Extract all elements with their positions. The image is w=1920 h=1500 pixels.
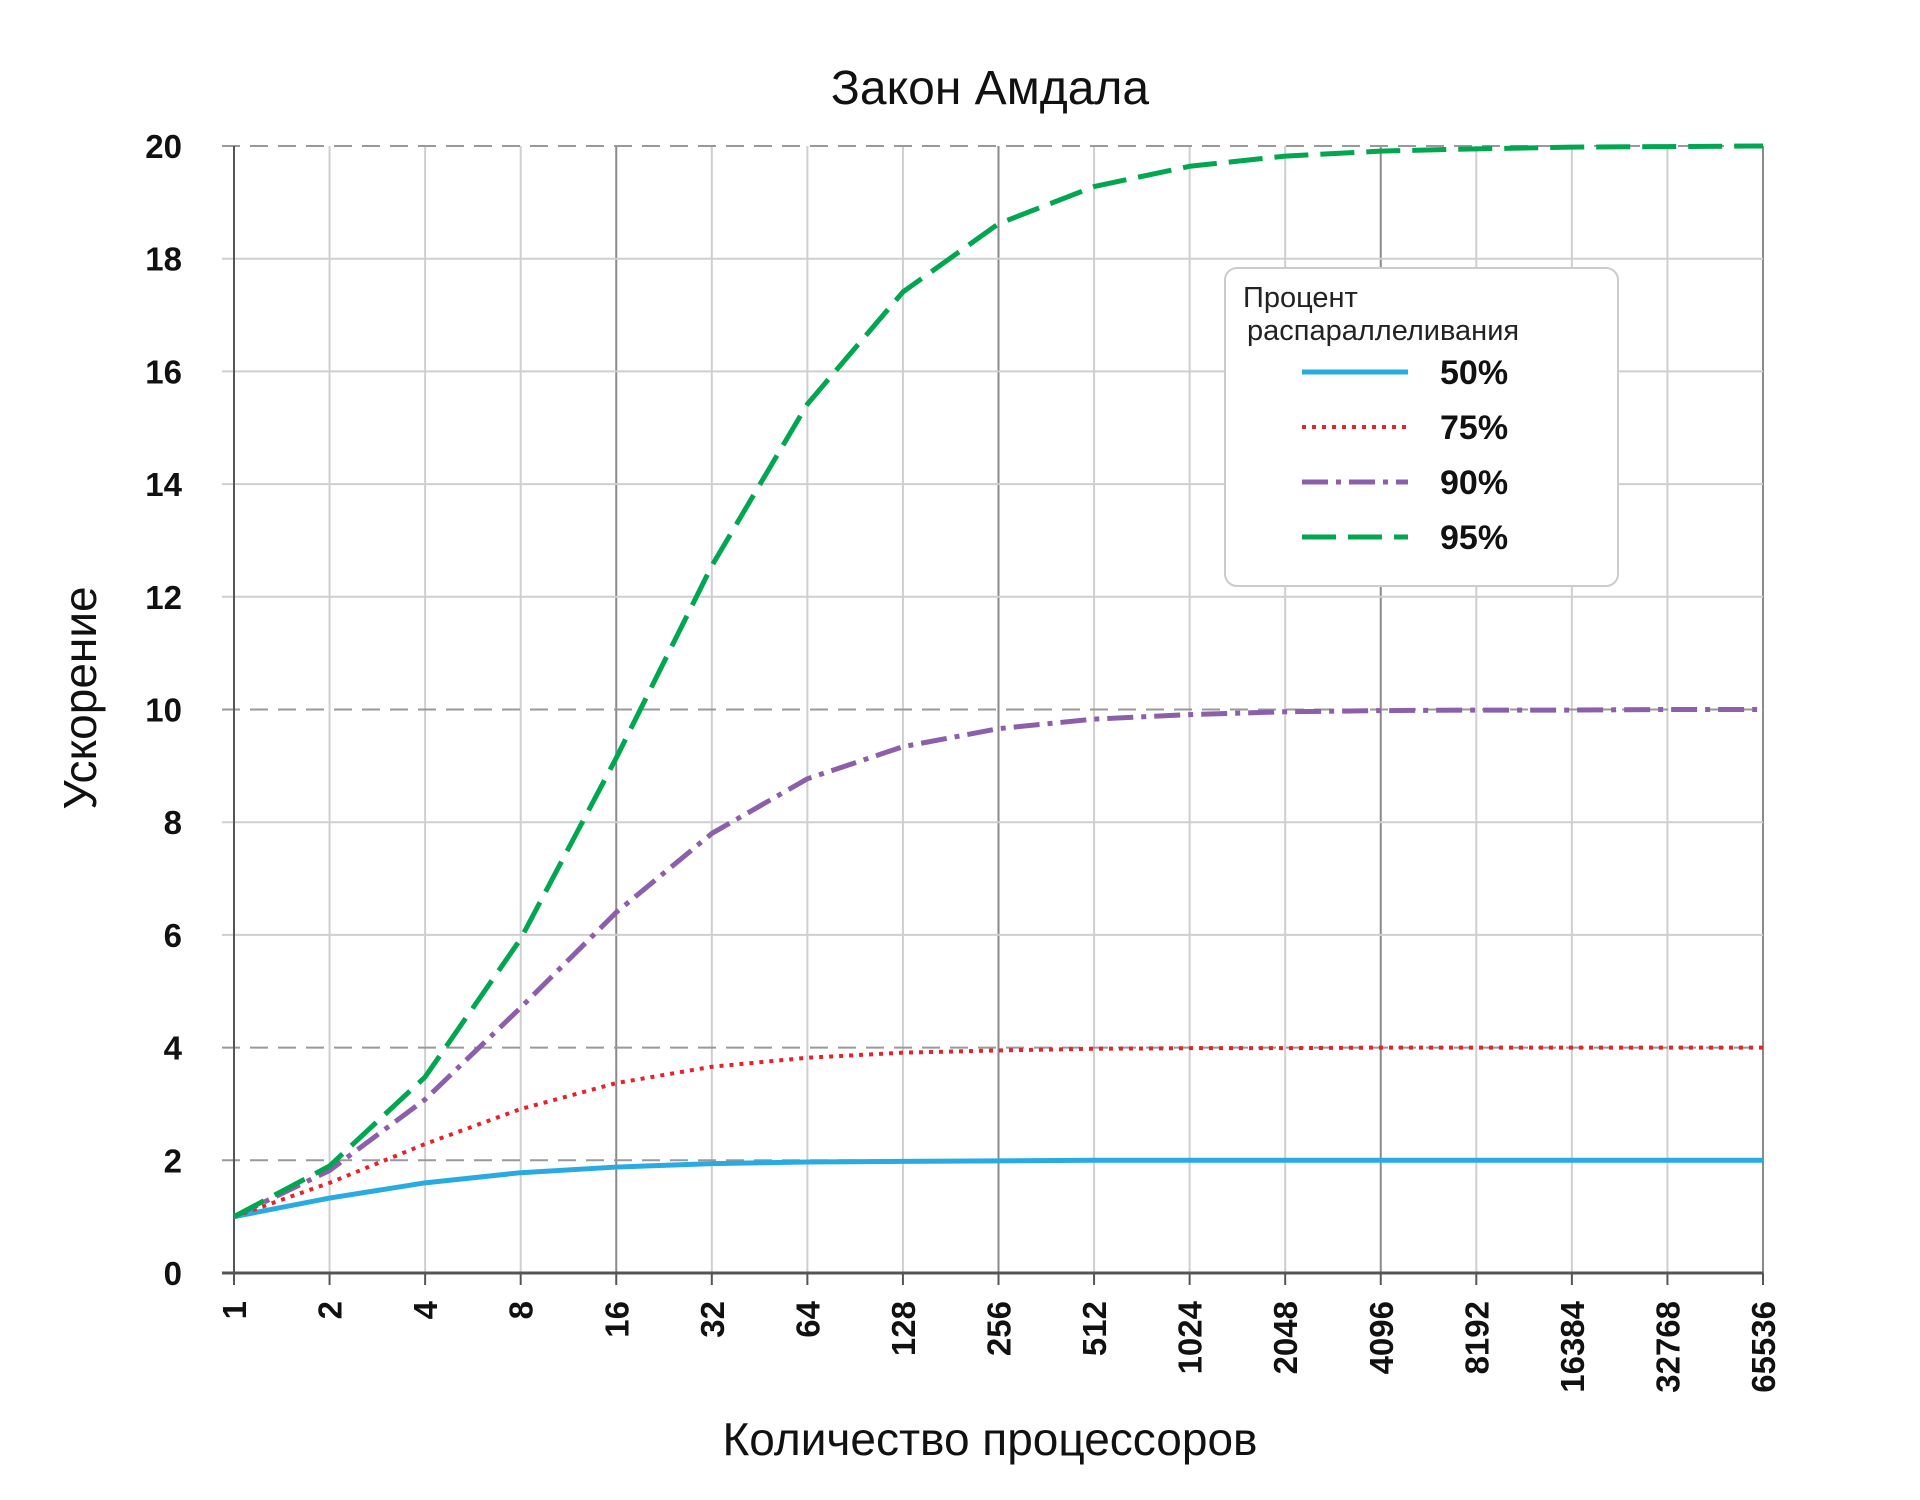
y-tick-label: 20 [145, 128, 182, 165]
legend-label: 95% [1440, 519, 1508, 557]
x-tick-label: 32 [694, 1301, 731, 1338]
y-tick-label: 2 [164, 1142, 182, 1179]
x-tick-label: 64 [789, 1300, 826, 1337]
legend-title-line1: Процент [1243, 282, 1358, 314]
x-tick-label: 1024 [1172, 1300, 1209, 1374]
legend: Процент распараллеливания 50% 75% 90% 95% [1224, 267, 1619, 587]
axes [222, 146, 1764, 1285]
x-tick-label: 16384 [1554, 1300, 1591, 1392]
x-tick-label: 4 [407, 1300, 444, 1319]
x-tick-label: 32768 [1649, 1301, 1686, 1393]
series-line-50pct [233, 1157, 1763, 1220]
x-tick-label: 256 [981, 1301, 1018, 1356]
legend-entries: 50% 75% 90% 95% [1302, 354, 1508, 557]
series-lines [232, 143, 1764, 1220]
legend-box [1224, 267, 1619, 587]
x-tick-label: 2048 [1267, 1301, 1304, 1374]
y-tick-label: 18 [145, 241, 182, 278]
x-tick-label: 1 [216, 1301, 253, 1319]
y-tick-label: 6 [164, 917, 182, 954]
x-tick-label: 8 [503, 1301, 540, 1319]
y-tick-label: 0 [164, 1255, 182, 1292]
legend-title-line2: распараллеливания [1247, 315, 1519, 347]
series-line-90pct [232, 707, 1763, 1219]
y-tick-label: 16 [145, 353, 182, 390]
x-tick-label: 2 [312, 1301, 349, 1319]
x-tick-label: 16 [598, 1301, 635, 1338]
series-line-75pct [233, 1045, 1763, 1219]
x-tick-label: 512 [1076, 1301, 1113, 1356]
legend-label: 50% [1440, 354, 1508, 392]
x-tick-label: 8192 [1458, 1301, 1495, 1374]
x-tick-label: 4096 [1363, 1301, 1400, 1374]
y-axis-label: Ускорение [54, 586, 106, 809]
y-tick-label: 14 [145, 466, 182, 503]
series-line-95pct [232, 143, 1764, 1219]
x-axis-label: Количество процессоров [723, 1413, 1258, 1465]
y-tick-label: 10 [145, 692, 182, 729]
chart-title: Закон Амдала [831, 62, 1149, 115]
x-tick-label: 128 [885, 1301, 922, 1356]
x-tick-label: 65536 [1745, 1301, 1782, 1393]
legend-label: 75% [1440, 409, 1508, 447]
legend-label: 90% [1440, 464, 1508, 502]
y-tick-label: 8 [164, 804, 182, 841]
y-tick-label: 4 [164, 1030, 183, 1067]
y-tick-label: 12 [145, 579, 182, 616]
